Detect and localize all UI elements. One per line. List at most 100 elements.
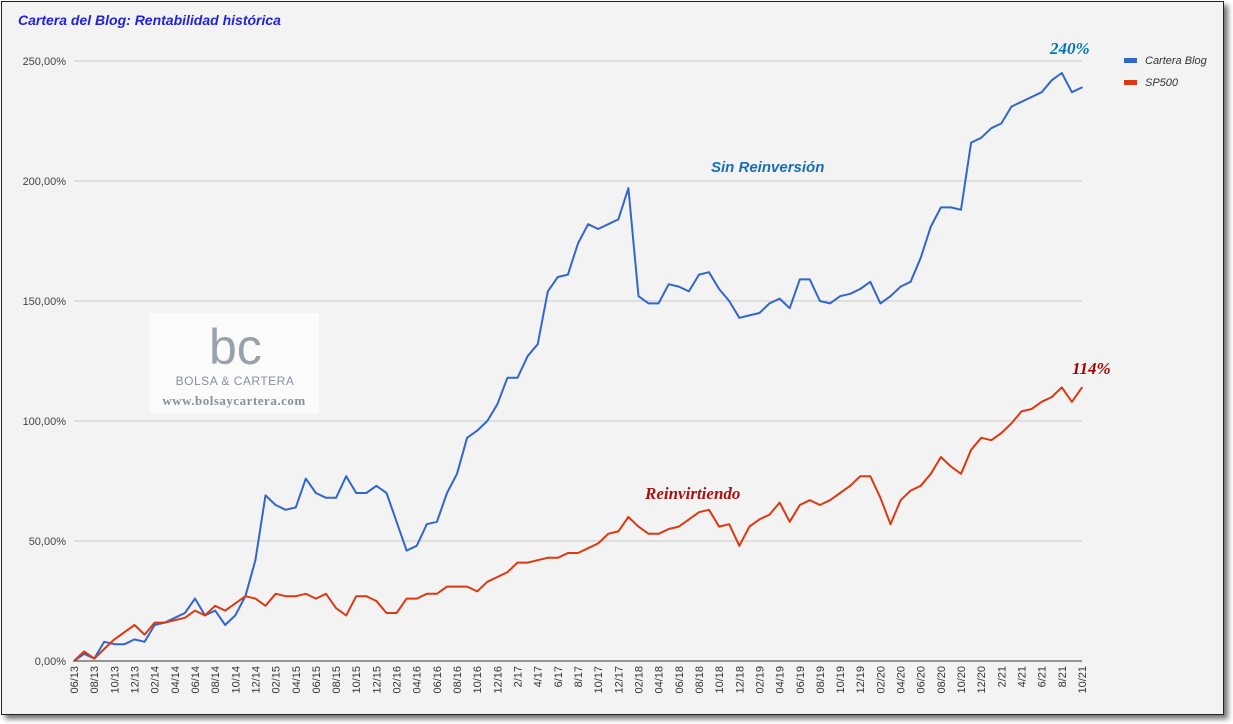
data-point — [436, 521, 438, 523]
x-tick-label: 02/15 — [271, 666, 283, 694]
data-point — [234, 614, 237, 617]
y-tick-label: 0,00% — [35, 656, 66, 668]
x-tick-label: 10/19 — [835, 666, 847, 694]
watermark-url: www.bolsaycartera.com — [162, 393, 305, 408]
data-point — [930, 225, 932, 228]
data-point — [889, 523, 892, 525]
data-point — [869, 475, 872, 478]
annotation-reinvirtiendo: Reinvirtiendo — [644, 484, 740, 503]
data-point — [950, 206, 952, 209]
data-point — [778, 297, 781, 300]
data-point — [415, 545, 418, 547]
data-point — [365, 492, 368, 494]
data-point — [516, 377, 519, 379]
x-tick-label: 08/18 — [694, 666, 706, 694]
series-lines — [73, 72, 1083, 662]
data-point — [546, 290, 549, 293]
y-tick-label: 50,00% — [29, 536, 67, 548]
data-point — [143, 633, 146, 636]
data-point — [446, 492, 448, 494]
data-point — [345, 475, 347, 478]
data-point — [940, 456, 942, 458]
x-tick-label: 04/20 — [896, 666, 908, 694]
data-point — [375, 485, 378, 487]
data-point — [214, 605, 216, 607]
data-point — [1081, 86, 1083, 89]
data-point — [546, 557, 549, 559]
data-point — [506, 377, 509, 379]
x-axis-ticks: 06/13 08/13 10/13 12/13 02/14 04/14 06/14 08/14… — [69, 666, 1089, 694]
x-tick-label: 04/15 — [291, 666, 303, 694]
data-point — [194, 597, 196, 600]
data-point — [758, 312, 761, 314]
x-tick-label: 2/17 — [513, 666, 525, 687]
data-point — [234, 602, 237, 605]
data-point — [990, 439, 993, 442]
data-point — [254, 597, 257, 600]
data-point — [244, 595, 247, 597]
data-point — [879, 497, 882, 499]
x-tick-label: 02/18 — [633, 666, 645, 694]
data-point — [426, 523, 428, 525]
data-point — [708, 509, 710, 511]
data-point — [294, 595, 297, 597]
data-point — [496, 576, 499, 578]
data-point — [153, 621, 156, 624]
data-point — [395, 612, 398, 614]
x-tick-label: 10/18 — [714, 666, 726, 694]
data-point — [1000, 432, 1003, 434]
x-tick-label: 8/17 — [573, 666, 585, 687]
data-point — [607, 533, 610, 535]
data-point — [1040, 91, 1043, 93]
data-point — [950, 465, 952, 468]
data-point — [698, 511, 700, 513]
data-point — [597, 228, 599, 230]
data-point — [557, 557, 559, 559]
data-point — [385, 492, 388, 494]
data-point — [738, 545, 741, 547]
data-point — [1010, 105, 1013, 108]
data-point — [506, 571, 509, 573]
x-tick-label: 02/19 — [754, 666, 766, 694]
x-tick-label: 08/20 — [936, 666, 948, 694]
x-tick-label: 8/21 — [1057, 666, 1069, 687]
data-point — [617, 530, 620, 533]
data-point — [819, 300, 821, 302]
data-point — [103, 641, 106, 643]
data-point — [325, 497, 327, 499]
data-point — [1061, 72, 1063, 74]
data-point — [829, 499, 831, 502]
data-point — [224, 609, 226, 612]
data-point — [254, 559, 257, 561]
data-point — [153, 624, 156, 626]
data-point — [1071, 401, 1073, 403]
data-point — [970, 141, 972, 144]
data-point — [476, 590, 479, 593]
data-point — [587, 223, 589, 225]
data-point — [174, 619, 176, 621]
data-point — [960, 209, 962, 211]
data-point — [748, 525, 751, 528]
x-tick-label: 04/14 — [170, 666, 182, 694]
watermark-name: BOLSA & CARTERA — [176, 374, 295, 388]
y-tick-label: 250,00% — [23, 56, 67, 68]
x-tick-label: 08/19 — [815, 666, 827, 694]
data-point — [83, 650, 85, 653]
legend-label-sp500: SP500 — [1145, 77, 1179, 89]
data-point — [1061, 386, 1063, 389]
data-point — [708, 271, 710, 274]
data-point — [849, 485, 851, 487]
data-point — [1030, 96, 1033, 98]
data-point — [678, 525, 680, 528]
data-point — [496, 403, 499, 406]
data-point — [536, 559, 539, 561]
x-tick-label: 10/17 — [593, 666, 605, 694]
x-tick-label: 2/21 — [996, 666, 1008, 687]
data-point — [657, 302, 660, 305]
data-point — [869, 281, 872, 283]
data-point — [577, 552, 579, 554]
data-point — [768, 513, 771, 516]
x-tick-label: 06/19 — [795, 666, 807, 694]
annotation-114-percent: 114% — [1072, 359, 1111, 378]
data-point — [889, 295, 892, 298]
